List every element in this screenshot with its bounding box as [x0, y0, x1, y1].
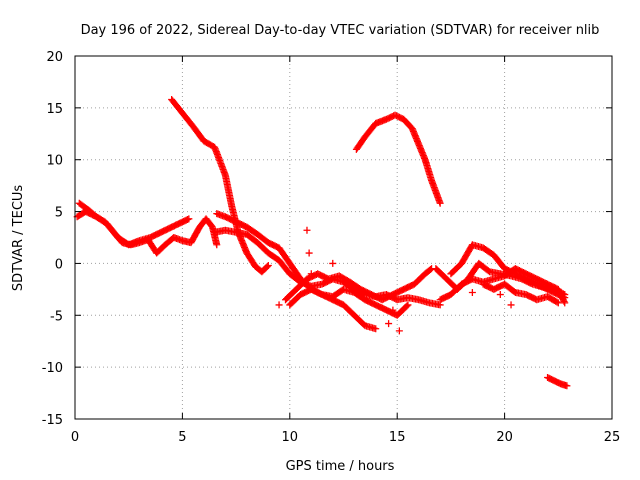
- plot-frame: [74, 55, 613, 420]
- series-arc-g: [286, 285, 412, 319]
- data-point: [389, 306, 397, 314]
- x-axis-label: GPS time / hours: [286, 459, 395, 474]
- data-point: [507, 301, 515, 309]
- x-tick-label: 5: [178, 430, 186, 445]
- data-point: [468, 288, 476, 296]
- data-point: [307, 270, 315, 278]
- chart-title: Day 196 of 2022, Sidereal Day-to-day VTE…: [81, 23, 600, 38]
- y-tick-label: -15: [42, 413, 63, 428]
- x-tick-label: 10: [282, 430, 299, 445]
- y-tick-label: 20: [46, 50, 63, 65]
- data-point: [563, 382, 571, 390]
- data-point: [263, 263, 271, 271]
- series-arc-k: [447, 241, 569, 302]
- series-arc-l: [479, 280, 562, 307]
- data-point: [213, 241, 221, 249]
- data-point: [305, 249, 313, 257]
- data-point: [395, 327, 403, 335]
- series-arc-h: [352, 111, 444, 207]
- x-tick-label: 0: [71, 430, 79, 445]
- y-axis-label: SDTVAR / TECUs: [11, 185, 26, 292]
- data-point: [404, 301, 412, 309]
- x-tick-label: 25: [604, 430, 621, 445]
- data-point: [329, 259, 337, 267]
- data-point: [185, 215, 193, 223]
- data-point: [403, 302, 411, 310]
- series-arc-c: [168, 96, 272, 276]
- series-scatter-spikes: [275, 226, 515, 335]
- y-tick-label: -5: [50, 309, 63, 324]
- data-point: [264, 262, 272, 270]
- data-point: [275, 301, 283, 309]
- y-tick-label: 0: [55, 257, 63, 272]
- data-point: [436, 199, 444, 207]
- y-tick-label: -10: [42, 361, 63, 376]
- axis-ticks: 0 5 10 15 20 25 -15 -10 -5 0 5 10 15 20: [42, 50, 621, 445]
- data-point: [554, 299, 562, 307]
- data-point: [385, 320, 393, 328]
- series-arc-b: [75, 199, 221, 257]
- data-point: [553, 298, 561, 306]
- data-point: [426, 265, 434, 273]
- y-tick-label: 10: [46, 154, 63, 169]
- data-points: [73, 96, 571, 390]
- data-point: [303, 226, 311, 234]
- data-point: [496, 291, 504, 299]
- data-point: [372, 325, 380, 333]
- x-tick-label: 15: [389, 430, 406, 445]
- y-tick-label: 15: [46, 102, 63, 117]
- series-arc-f: [282, 265, 436, 304]
- data-point: [561, 294, 569, 302]
- y-tick-label: 5: [55, 206, 63, 221]
- x-tick-label: 20: [496, 430, 513, 445]
- series-arc-m: [544, 374, 571, 390]
